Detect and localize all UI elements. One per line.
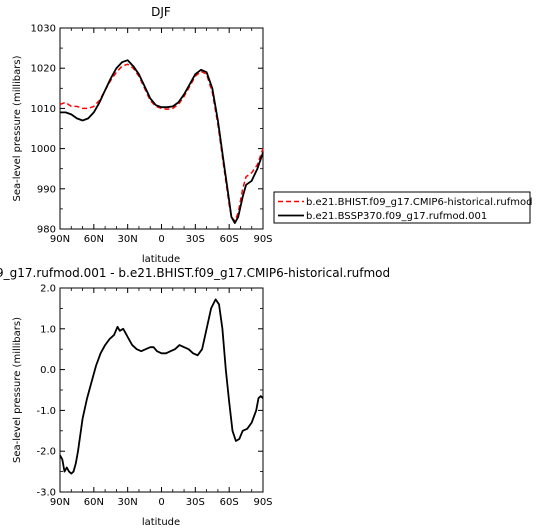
lower-y-tick-label: -3.0 <box>36 488 56 499</box>
lower-x-tick-label: 0 <box>158 497 164 508</box>
upper-y-tick-label: 1020 <box>31 64 56 75</box>
lower-y-tick-label: -1.0 <box>36 406 56 417</box>
lower-x-tick-label: 60N <box>84 497 104 508</box>
upper-x-tick-label: 60N <box>84 234 104 245</box>
upper-x-axis-label: latitude <box>142 254 180 265</box>
lower-series-lines <box>59 298 264 475</box>
lower-y-tick-label: 2.0 <box>40 284 56 295</box>
upper-chart-panel: DJF 90N 60N 30N 0 30S 60S 90S 980 990 1000 1010 102… <box>12 5 532 265</box>
lower-x-axis-label: latitude <box>142 517 180 528</box>
upper-chart-title: DJF <box>151 5 171 19</box>
upper-x-tick-label: 90S <box>253 234 272 245</box>
upper-x-tick-label: 60S <box>220 234 239 245</box>
upper-y-tick-label: 1010 <box>31 104 56 115</box>
lower-x-tick-label: 90N <box>50 497 70 508</box>
lower-chart-title: 9_g17.rufmod.001 - b.e21.BHIST.f09_g17.C… <box>0 266 390 280</box>
lower-plot-frame <box>59 287 264 493</box>
lower-y-tick-label: 0.0 <box>40 365 56 376</box>
legend-label-ssp370: b.e21.BSSP370.f09_g17.rufmod.001 <box>306 211 487 222</box>
upper-y-axis-label: Sea-level pressure (millibars) <box>12 55 23 201</box>
upper-series-line-1 <box>60 59 264 224</box>
upper-x-tick-label: 0 <box>158 234 164 245</box>
upper-x-tick-label: 30S <box>186 234 205 245</box>
lower-y-tick-label: 1.0 <box>40 324 56 335</box>
legend-label-historical: b.e21.BHIST.f09_g17.CMIP6-historical.ruf… <box>306 197 532 208</box>
lower-chart-panel: 9_g17.rufmod.001 - b.e21.BHIST.f09_g17.C… <box>0 266 390 528</box>
lower-x-tick-label: 30S <box>186 497 205 508</box>
upper-y-tick-label: 1030 <box>31 24 56 35</box>
upper-axis-ticks: 90N 60N 30N 0 30S 60S 90S 980 990 1000 1010 1020 103… <box>31 24 273 246</box>
lower-x-tick-label: 60S <box>220 497 239 508</box>
upper-y-tick-label: 990 <box>37 184 56 195</box>
lower-x-tick-label: 90S <box>253 497 272 508</box>
lower-series-line-0 <box>59 298 264 475</box>
lower-axis-ticks: 90N 60N 30N 0 30S 60S 90S -3.0 -2.0 -1.0 0.0 1.0 2.0 <box>36 284 272 509</box>
upper-x-tick-label: 90N <box>50 234 70 245</box>
legend-box <box>273 191 531 224</box>
upper-series-line-0 <box>59 63 264 222</box>
upper-y-tick-label: 1000 <box>31 144 56 155</box>
lower-x-tick-label: 30N <box>118 497 138 508</box>
lower-y-tick-label: -2.0 <box>36 447 56 458</box>
upper-plot-frame <box>59 27 264 230</box>
upper-series-lines <box>59 59 264 224</box>
legend: b.e21.BHIST.f09_g17.CMIP6-historical.ruf… <box>273 191 532 224</box>
upper-y-tick-label: 980 <box>37 225 56 236</box>
upper-x-tick-label: 30N <box>118 234 138 245</box>
lower-y-axis-label: Sea-level pressure (millibars) <box>12 317 23 463</box>
